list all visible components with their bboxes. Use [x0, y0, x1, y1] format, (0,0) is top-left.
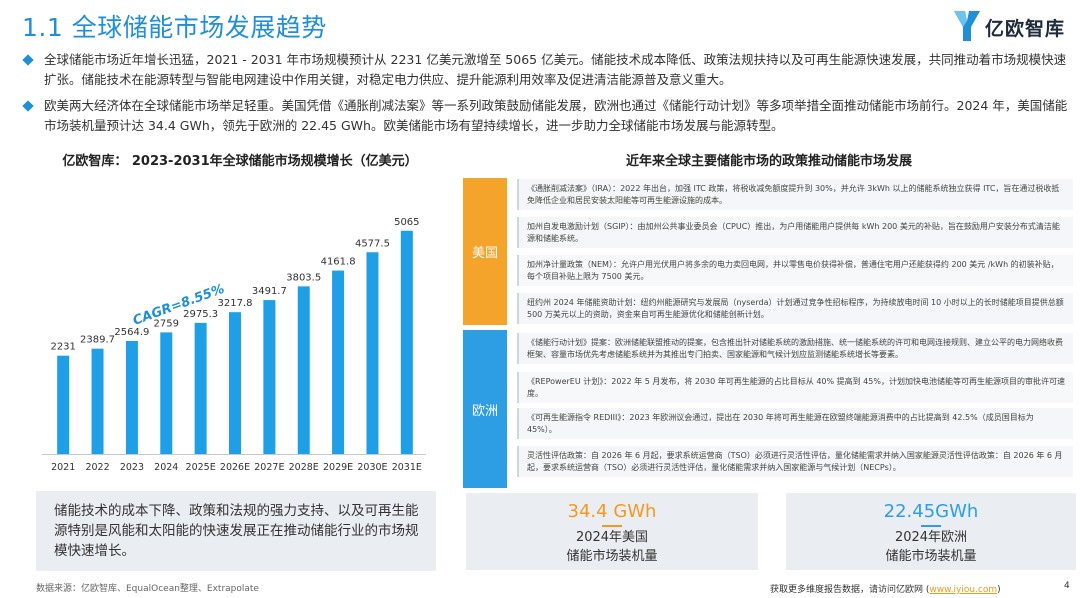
x-tick-label: 2030E: [357, 462, 387, 473]
x-tick-label: 2021: [51, 462, 75, 473]
policy-item-eu-red3: 《可再生能源指令 REDIII》：2023 年欧洲议会通过，提出在 2030 年…: [517, 408, 1073, 439]
policy-item-eu-flexibility: 灵活性评估政策：自 2026 年 6 月起，要求系统运营商（TSO）必须进行灵活…: [517, 446, 1073, 477]
x-tick-label: 2024: [154, 462, 178, 473]
diamond-bullet-icon: [22, 100, 34, 112]
bar-value-label: 3217.8: [218, 298, 253, 309]
policy-item-us-nyserda: 纽约州 2024 年储能资助计划：纽约州能源研究与发展局（nyserda）计划通…: [517, 293, 1073, 324]
logo-icon: [954, 11, 980, 41]
stat-divider: [921, 525, 941, 527]
bar-value-label: 2389.7: [80, 335, 115, 346]
stat-label-us-line2: 储能市场装机量: [566, 549, 658, 564]
bar-value-label: 2759: [154, 318, 179, 329]
x-tick-label: 2028E: [289, 462, 319, 473]
stat-label-eu-line1: 2024年欧洲: [894, 530, 968, 545]
bar: [297, 286, 310, 454]
policy-item-us-ira: 《通胀削减法案》（IRA）：2022 年出台，加强 ITC 政策，将税收减免额度…: [517, 179, 1073, 210]
policy-item-us-sgip: 加州自发电激励计划（SGIP）：由加州公共事业委员会（CPUC）推出，为户用储能…: [517, 217, 1073, 248]
bar-value-label: 3491.7: [252, 286, 287, 297]
stat-label-eu-line2: 储能市场装机量: [885, 549, 977, 564]
region-label-eu: 欧洲: [463, 330, 507, 488]
bar: [332, 270, 345, 454]
diamond-bullet-icon: [22, 54, 34, 66]
bar-value-label: 5065: [394, 217, 419, 228]
x-tick-label: 2022: [85, 462, 109, 473]
page-title: 1.1 全球储能市场发展趋势: [22, 13, 327, 42]
x-tick-label: 2027E: [254, 462, 284, 473]
stat-divider: [602, 525, 622, 527]
footer-cta-end: ): [997, 585, 1001, 595]
bullet-text: 全球储能市场近年增长迅猛，2021 - 2031 年市场规模预计从 2231 亿…: [44, 52, 1067, 87]
stat-card-us: 34.4 GWh 2024年美国 储能市场装机量: [466, 493, 758, 570]
bar-value-label: 2231: [50, 342, 75, 353]
bar: [91, 348, 104, 454]
x-tick-label: 2023: [120, 462, 144, 473]
bullet-text: 欧美两大经济体在全球储能市场举足轻重。美国凭借《通胀削减法案》等一系列政策鼓励储…: [44, 98, 1068, 133]
insight-note: 储能技术的成本下降、政策和法规的强力支持、以及可再生能源特别是风能和太阳能的快速…: [36, 491, 436, 571]
website-link[interactable]: www.iyiou.com: [929, 585, 998, 595]
x-tick-label: 2031E: [392, 462, 422, 473]
bar: [194, 322, 207, 454]
market-size-bar-chart: 2231 2021 2389.7 2022 2564.9 2023 2759 2024 2975…: [42, 217, 426, 473]
stat-value-eu: 22.45GWh: [883, 501, 979, 522]
x-tick-label: 2029E: [323, 462, 353, 473]
logo: 亿欧智库: [952, 8, 1070, 46]
policy-section-title: 近年来全球主要储能市场的政策推动储能市场发展: [625, 154, 912, 169]
footer-cta-text: 获取更多维度报告数据，请访问亿欧网 (: [770, 585, 930, 595]
bar: [229, 312, 241, 454]
bar-value-label: 4161.8: [321, 257, 356, 268]
bar: [160, 332, 173, 454]
bar: [57, 355, 70, 454]
stat-card-eu: 22.45GWh 2024年欧洲 储能市场装机量: [786, 493, 1076, 570]
stat-value-us: 34.4 GWh: [567, 501, 657, 522]
region-label-us: 美国: [463, 178, 507, 325]
stat-label-us-line1: 2024年美国: [575, 530, 649, 545]
chart-title: 亿欧智库： 2023-2031年全球储能市场规模增长（亿美元）: [62, 154, 418, 169]
summary-bullets: 全球储能市场近年增长迅猛，2021 - 2031 年市场规模预计从 2231 亿…: [22, 50, 1072, 142]
bar: [263, 300, 276, 454]
footer-cta: 获取更多维度报告数据，请访问亿欧网 (www.iyiou.com): [770, 582, 1001, 595]
bar-value-label: 2564.9: [114, 327, 149, 338]
summary-bullet: 全球储能市场近年增长迅猛，2021 - 2031 年市场规模预计从 2231 亿…: [22, 50, 1072, 90]
bar-value-label: 4577.5: [355, 238, 390, 249]
policy-item-us-nem: 加州净计量政策（NEM）：允许户用光伏用户将多余的电力卖回电网，并以零售电价获得…: [517, 255, 1073, 286]
x-tick-label: 2025E: [186, 462, 216, 473]
x-tick-label: 2026E: [220, 462, 250, 473]
bar-value-label: 2975.3: [183, 309, 218, 320]
bar: [400, 230, 413, 454]
bar: [125, 340, 138, 454]
summary-bullet: 欧美两大经济体在全球储能市场举足轻重。美国凭借《通胀削减法案》等一系列政策鼓励储…: [22, 96, 1072, 136]
bar-value-label: 3803.5: [286, 272, 321, 283]
logo-text: 亿欧智库: [985, 18, 1066, 40]
page-number: 4: [1064, 581, 1070, 591]
data-source: 数据来源：亿欧智库、EqualOcean整理、Extrapolate: [36, 584, 259, 594]
policy-item-eu-repower: 《REPowerEU 计划》：2022 年 5 月发布，将 2030 年可再生能…: [517, 372, 1073, 403]
insight-note-text: 储能技术的成本下降、政策和法规的强力支持、以及可再生能源特别是风能和太阳能的快速…: [54, 503, 419, 559]
policy-item-eu-action-plan: 《储能行动计划》提案：欧洲储能联盟推动的提案，包含推出针对储能系统的激励措施、统…: [517, 333, 1073, 364]
bar: [366, 252, 379, 454]
